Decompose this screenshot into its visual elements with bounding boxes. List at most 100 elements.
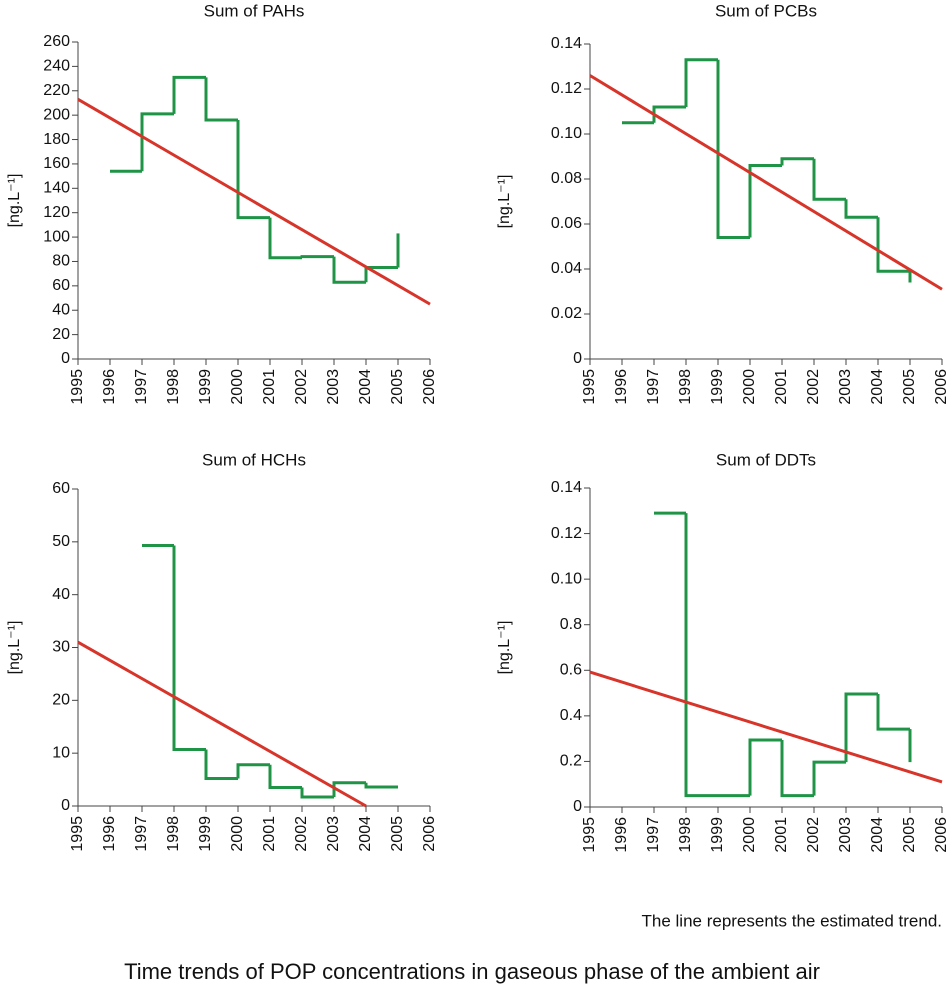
x-tick-label: 1998: [677, 817, 694, 853]
y-tick-label: 0: [61, 797, 70, 814]
x-tick-label: 2000: [741, 369, 758, 405]
x-tick-label: 2000: [741, 817, 758, 853]
step-segment: [172, 545, 206, 751]
x-tick-label: 2002: [293, 816, 310, 852]
y-tick-label: 50: [52, 533, 70, 550]
x-tick-label: 1998: [165, 816, 182, 852]
chart-title: Sum of PAHs: [204, 1, 305, 20]
step-segment: [300, 787, 334, 799]
x-tick-label: 2006: [421, 816, 438, 852]
y-tick-label: 240: [43, 58, 70, 75]
y-tick-label: 0.4: [560, 707, 582, 724]
y-tick-label: 0.2: [560, 753, 582, 770]
x-tick-label: 2003: [325, 816, 342, 852]
y-tick-label: 200: [43, 106, 70, 123]
step-segment: [364, 782, 398, 789]
y-tick-label: 120: [43, 204, 70, 221]
step-segment: [268, 764, 302, 790]
x-tick-label: 1997: [645, 817, 662, 853]
x-tick-label: 2006: [421, 369, 438, 405]
x-tick-label: 2000: [229, 816, 246, 852]
y-tick-label: 160: [43, 155, 70, 172]
y-tick-label: 0.8: [560, 616, 582, 633]
x-tick-label: 2002: [293, 369, 310, 405]
step-segment: [876, 693, 910, 731]
y-tick-label: 0.6: [560, 662, 582, 679]
trend-line: [589, 74, 943, 291]
x-tick-label: 1999: [709, 817, 726, 853]
step-segment: [876, 217, 910, 273]
y-tick-label: 0: [573, 798, 582, 815]
y-tick-label: 20: [52, 326, 70, 343]
step-segment: [780, 157, 814, 166]
step-segment: [716, 59, 750, 239]
y-tick-label: 0.02: [551, 305, 582, 322]
x-tick-label: 2003: [325, 369, 342, 405]
y-axis-label: [ng.L⁻¹]: [6, 621, 23, 675]
step-segment: [748, 164, 782, 238]
x-tick-label: 1999: [197, 816, 214, 852]
x-tick-label: 1999: [197, 369, 214, 405]
step-segment: [332, 781, 366, 798]
step-segment: [844, 199, 878, 219]
y-tick-label: 0.10: [551, 570, 582, 587]
step-segment: [204, 77, 238, 122]
y-tick-label: 0.10: [551, 125, 582, 142]
y-axis-label: [ng.L⁻¹]: [496, 621, 513, 675]
x-tick-label: 2001: [773, 817, 790, 853]
step-segment: [268, 217, 302, 260]
x-tick-label: 1998: [165, 369, 182, 405]
x-tick-label: 1998: [677, 369, 694, 405]
x-tick-label: 2005: [389, 369, 406, 405]
x-tick-label: 1999: [709, 369, 726, 405]
caption: Time trends of POP concentrations in gas…: [124, 959, 820, 984]
x-tick-label: 2000: [229, 369, 246, 405]
x-tick-label: 2002: [805, 369, 822, 405]
x-tick-label: 1996: [613, 369, 630, 405]
y-axis-label: [ng.L⁻¹]: [6, 174, 23, 228]
x-tick-label: 2001: [773, 369, 790, 405]
y-tick-label: 0.14: [551, 479, 582, 496]
note: The line represents the estimated trend.: [642, 911, 943, 930]
x-tick-label: 1996: [613, 817, 630, 853]
y-tick-label: 0.04: [551, 260, 582, 277]
step-segment: [332, 256, 366, 284]
y-tick-label: 20: [52, 692, 70, 709]
y-axis-label: [ng.L⁻¹]: [496, 175, 513, 229]
step-segment: [172, 75, 206, 114]
x-tick-label: 2006: [933, 369, 950, 405]
y-tick-label: 0.12: [551, 525, 582, 542]
x-tick-label: 1995: [581, 369, 598, 405]
chart-title: Sum of PCBs: [715, 1, 817, 20]
x-tick-label: 2005: [901, 817, 918, 853]
y-tick-label: 0.12: [551, 80, 582, 97]
y-tick-label: 180: [43, 131, 70, 148]
y-tick-label: 140: [43, 180, 70, 197]
x-tick-label: 2002: [805, 817, 822, 853]
x-tick-label: 2003: [837, 817, 854, 853]
x-tick-label: 2005: [389, 816, 406, 852]
step-segment: [812, 760, 846, 796]
x-tick-label: 2003: [837, 369, 854, 405]
y-tick-label: 220: [43, 82, 70, 99]
x-tick-label: 2005: [901, 369, 918, 405]
y-tick-label: 260: [43, 33, 70, 50]
step-segment: [812, 158, 846, 201]
step-segment: [140, 112, 174, 172]
x-tick-label: 2001: [261, 369, 278, 405]
x-tick-label: 1996: [101, 816, 118, 852]
y-tick-label: 60: [52, 277, 70, 294]
x-tick-label: 2001: [261, 816, 278, 852]
y-tick-label: 40: [52, 301, 70, 318]
x-tick-label: 2004: [869, 369, 886, 405]
step-segment: [780, 740, 814, 798]
step-segment: [236, 763, 270, 779]
x-tick-label: 2004: [357, 369, 374, 405]
y-tick-label: 0.08: [551, 170, 582, 187]
trend-line: [589, 670, 943, 784]
x-tick-label: 1997: [133, 369, 150, 405]
step-segment: [684, 513, 718, 798]
x-tick-label: 2004: [357, 816, 374, 852]
trend-line: [77, 640, 367, 808]
